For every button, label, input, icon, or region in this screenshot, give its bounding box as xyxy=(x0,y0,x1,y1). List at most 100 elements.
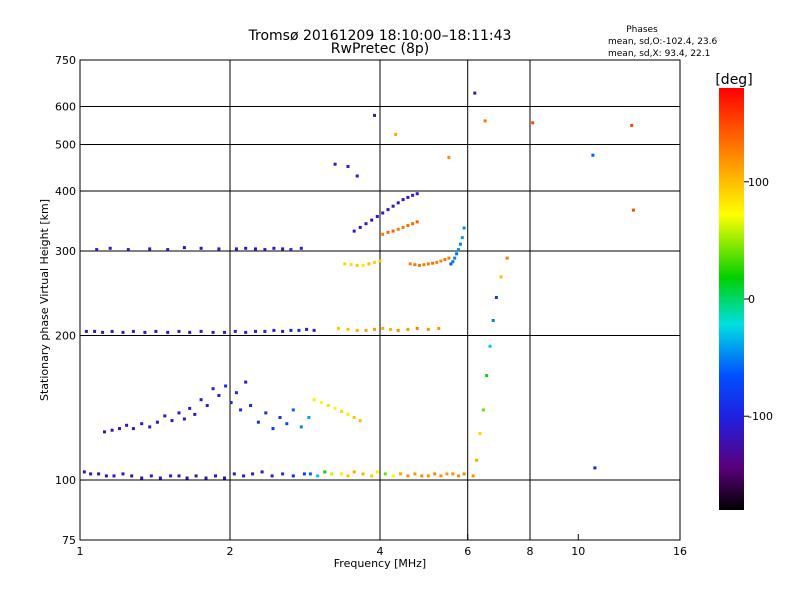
data-point xyxy=(381,211,385,215)
data-point xyxy=(399,472,403,476)
data-point xyxy=(396,328,400,332)
data-point xyxy=(451,472,455,476)
data-point xyxy=(291,408,295,412)
x-tick-label: 4 xyxy=(377,545,384,558)
data-point xyxy=(593,466,597,470)
data-point xyxy=(289,328,293,332)
data-point xyxy=(299,246,303,250)
data-point xyxy=(494,296,498,299)
data-point xyxy=(307,416,311,419)
data-point xyxy=(118,427,121,431)
data-point xyxy=(346,165,350,168)
data-point xyxy=(281,472,285,476)
data-point xyxy=(346,474,350,478)
data-point xyxy=(333,162,337,166)
data-point xyxy=(333,406,337,410)
data-point xyxy=(125,423,129,427)
data-point xyxy=(140,422,144,426)
data-point xyxy=(443,258,447,261)
data-point xyxy=(370,474,374,478)
data-point xyxy=(449,262,453,266)
data-point xyxy=(97,472,101,476)
data-point xyxy=(326,404,330,407)
data-point xyxy=(108,246,112,250)
data-point xyxy=(270,474,274,478)
data-point xyxy=(263,248,267,252)
data-point xyxy=(244,330,248,334)
data-point xyxy=(352,416,356,419)
y-tick-label: 500 xyxy=(55,139,76,152)
data-point xyxy=(278,416,282,419)
data-point xyxy=(437,326,441,330)
data-point xyxy=(193,412,197,416)
data-point xyxy=(242,474,246,478)
data-point xyxy=(244,246,248,250)
data-point xyxy=(358,225,362,229)
data-point xyxy=(285,422,289,426)
data-point xyxy=(264,411,268,415)
data-point xyxy=(447,256,451,260)
data-point xyxy=(491,319,495,322)
data-point xyxy=(291,474,295,478)
data-point xyxy=(343,262,347,266)
data-point xyxy=(319,401,323,405)
data-point xyxy=(232,472,236,476)
data-point xyxy=(170,419,174,423)
data-point xyxy=(349,263,353,267)
x-tick-label: 10 xyxy=(571,545,585,558)
y-tick-label: 200 xyxy=(55,330,76,343)
data-point xyxy=(453,256,457,260)
data-point xyxy=(462,226,466,230)
chart-title: Tromsø 20161209 18:10:00–18:11:43 xyxy=(248,28,512,44)
data-point xyxy=(251,472,255,476)
data-point xyxy=(239,408,243,412)
data-point xyxy=(361,263,365,267)
data-point xyxy=(418,263,421,267)
data-point xyxy=(370,218,374,222)
data-point xyxy=(93,329,97,333)
data-point xyxy=(381,326,385,330)
data-point xyxy=(188,330,192,334)
data-point xyxy=(406,474,410,478)
data-point xyxy=(121,472,125,476)
data-point xyxy=(112,474,116,478)
colorbar-tick-label: 100 xyxy=(748,176,769,189)
data-point xyxy=(361,472,365,476)
data-point xyxy=(281,329,285,333)
data-point xyxy=(433,472,437,476)
data-point xyxy=(194,474,198,478)
data-point xyxy=(224,384,228,388)
colorbar-tick-label: 0 xyxy=(748,293,755,306)
data-point xyxy=(205,404,209,407)
data-point xyxy=(281,247,285,251)
x-tick-label: 2 xyxy=(227,545,234,558)
y-tick-label: 75 xyxy=(62,534,76,547)
data-point xyxy=(383,472,387,476)
data-point xyxy=(431,261,435,265)
data-point xyxy=(391,204,395,208)
data-point xyxy=(346,412,350,416)
data-point xyxy=(401,225,405,229)
data-point xyxy=(396,227,400,231)
y-tick-label: 300 xyxy=(55,245,76,258)
data-point xyxy=(373,113,376,117)
data-point xyxy=(249,404,253,407)
data-point xyxy=(386,208,390,212)
data-point xyxy=(143,330,147,334)
data-point xyxy=(177,329,181,333)
y-axis-ticks: 75 100 200 300 400 500 600 750 xyxy=(55,54,86,547)
data-point xyxy=(373,260,376,264)
y-tick-label: 750 xyxy=(55,54,76,67)
data-point xyxy=(415,326,419,330)
data-point xyxy=(177,474,181,478)
data-point xyxy=(483,119,487,123)
data-point xyxy=(426,262,430,266)
data-point xyxy=(389,327,393,331)
y-tick-label: 600 xyxy=(55,101,76,114)
data-point xyxy=(401,198,405,202)
data-point xyxy=(330,472,334,476)
x-axis-label: Frequency [MHz] xyxy=(334,557,426,570)
data-point xyxy=(435,260,439,264)
data-point xyxy=(355,174,359,178)
